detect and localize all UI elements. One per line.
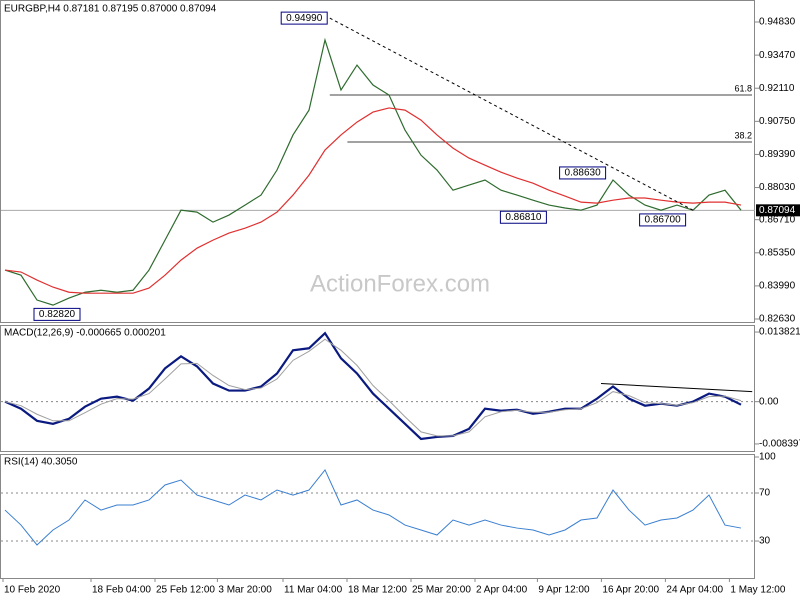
x-tick-label: 10 Feb 2020 xyxy=(4,585,61,596)
fib-label: 61.8 xyxy=(734,83,752,93)
y-tick-label: 0.83990 xyxy=(759,281,796,292)
series-line xyxy=(4,469,742,546)
x-tick-label: 18 Feb 04:00 xyxy=(92,585,151,596)
y-tick-label: 0.92110 xyxy=(759,83,795,94)
y-tick-label: 70 xyxy=(759,488,771,499)
panel-title: RSI(14) 40.3050 xyxy=(4,457,78,468)
price-annotation: 0.86700 xyxy=(645,215,682,226)
price-annotation-box xyxy=(33,307,81,321)
main-panel xyxy=(0,0,755,323)
price-annotation: 0.82820 xyxy=(39,309,76,320)
y-tick-label: 0.94830 xyxy=(759,17,796,28)
y-tick-label: 30 xyxy=(759,536,771,547)
y-tick-label: 0.93470 xyxy=(759,50,796,61)
x-tick-label: 1 May 12:00 xyxy=(730,585,785,596)
x-tick-label: 25 Mar 20:00 xyxy=(412,585,471,596)
price-annotation-box xyxy=(639,213,687,227)
price-annotation: 0.86810 xyxy=(505,212,542,223)
y-tick-label: 0.85350 xyxy=(759,247,796,258)
rsi-panel xyxy=(0,454,755,579)
y-tick-label: 0.00 xyxy=(759,396,779,407)
x-tick-label: 2 Apr 04:00 xyxy=(476,585,528,596)
y-tick-label: 0.013821 xyxy=(759,327,800,338)
price-annotation: 0.94990 xyxy=(286,13,323,24)
price-annotation-box xyxy=(499,210,547,224)
panel-title: MACD(12,26,9) -0.000665 0.000201 xyxy=(4,328,166,339)
trendline xyxy=(600,383,753,393)
x-tick-label: 11 Mar 04:00 xyxy=(284,585,343,596)
x-tick-label: 24 Apr 04:00 xyxy=(666,585,723,596)
watermark: ActionForex.com xyxy=(310,270,490,297)
series-line xyxy=(4,37,742,306)
last-price-box xyxy=(756,204,800,217)
x-tick-label: 3 Mar 20:00 xyxy=(218,585,272,596)
last-price-label: 0.87094 xyxy=(759,205,796,216)
x-tick-label: 16 Apr 20:00 xyxy=(602,585,659,596)
y-tick-label: 100 xyxy=(759,452,776,463)
y-tick-label: 0.86710 xyxy=(759,214,796,225)
price-annotation: 0.88630 xyxy=(565,168,602,179)
price-annotation-box xyxy=(280,11,328,25)
x-tick-label: 18 Mar 12:00 xyxy=(348,585,407,596)
y-tick-label: 0.88030 xyxy=(759,182,796,193)
y-tick-label: 0.90750 xyxy=(759,116,796,127)
trendline xyxy=(329,17,694,211)
chart-title: EURGBP,H4 0.87181 0.87195 0.87000 0.8709… xyxy=(4,4,217,15)
series-line xyxy=(4,107,742,294)
y-tick-label: 0.82630 xyxy=(759,314,796,325)
x-tick-label: 9 Apr 12:00 xyxy=(538,585,590,596)
macd-panel xyxy=(0,325,755,452)
series-line xyxy=(4,338,742,437)
price-annotation-box xyxy=(559,166,607,180)
y-tick-label: -0.008397 xyxy=(759,439,800,450)
y-tick-label: 0.89390 xyxy=(759,149,796,160)
fib-label: 38.2 xyxy=(734,130,752,140)
x-tick-label: 25 Feb 12:00 xyxy=(156,585,215,596)
